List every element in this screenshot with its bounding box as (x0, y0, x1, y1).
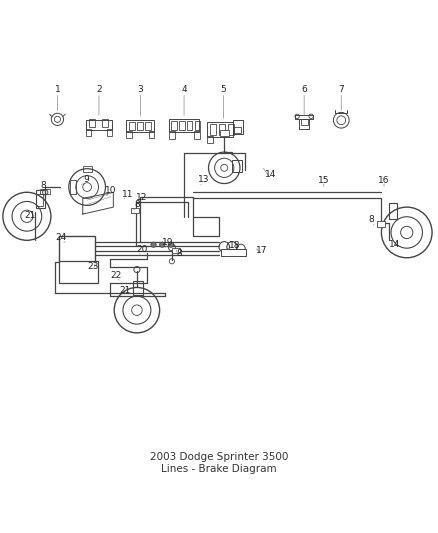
Text: 21: 21 (25, 211, 36, 220)
Bar (59, 261, 99, 282)
Text: 7: 7 (339, 85, 344, 94)
Bar (221, 248, 246, 256)
Text: 17: 17 (256, 246, 268, 255)
Bar (194, 131, 200, 139)
Bar (219, 124, 225, 135)
Bar (169, 131, 175, 139)
Text: 16: 16 (378, 176, 390, 185)
Text: 14: 14 (389, 240, 400, 249)
Text: 6: 6 (301, 85, 307, 94)
Bar (377, 221, 385, 227)
Text: 8: 8 (368, 215, 374, 224)
Bar (210, 124, 216, 135)
Text: 13: 13 (198, 175, 209, 184)
Text: 12: 12 (136, 192, 147, 201)
Bar (187, 120, 192, 130)
Text: 3: 3 (138, 85, 143, 94)
Text: 10: 10 (105, 187, 117, 196)
Bar (40, 189, 50, 193)
Text: 8: 8 (176, 249, 182, 258)
Text: 2: 2 (96, 85, 102, 94)
Bar (232, 160, 242, 172)
Bar (300, 119, 307, 125)
Bar (102, 119, 108, 127)
Text: 14: 14 (265, 171, 276, 179)
Text: 8: 8 (134, 199, 140, 208)
Bar (127, 131, 132, 138)
Bar (36, 193, 43, 206)
Text: 11: 11 (122, 190, 133, 199)
Bar (207, 136, 213, 143)
Text: 23: 23 (88, 262, 99, 271)
Bar (169, 119, 199, 132)
Bar (233, 120, 243, 134)
Circle shape (159, 242, 165, 247)
Text: 22: 22 (110, 271, 122, 280)
Bar (35, 190, 45, 208)
Text: 18: 18 (229, 241, 240, 250)
Bar (220, 130, 229, 135)
Bar (389, 203, 397, 220)
Bar (134, 281, 143, 295)
Bar (172, 248, 180, 253)
Bar (228, 124, 234, 135)
Bar (129, 122, 135, 130)
Bar (234, 127, 241, 133)
Bar (137, 122, 143, 130)
Text: 5: 5 (220, 85, 226, 94)
Text: 1: 1 (55, 85, 60, 94)
Bar (195, 120, 200, 130)
Text: 19: 19 (162, 238, 173, 247)
Text: 21: 21 (120, 286, 131, 295)
Bar (171, 120, 177, 130)
Text: 2003 Dodge Sprinter 3500
Lines - Brake Diagram: 2003 Dodge Sprinter 3500 Lines - Brake D… (150, 453, 288, 474)
Text: 15: 15 (318, 176, 329, 185)
Text: 24: 24 (55, 233, 67, 242)
Bar (149, 131, 154, 138)
Bar (86, 130, 91, 135)
Bar (299, 119, 309, 128)
Bar (59, 236, 95, 262)
Circle shape (151, 242, 156, 247)
Bar (89, 119, 95, 127)
Text: 9: 9 (83, 175, 89, 184)
Text: 4: 4 (181, 85, 187, 94)
Bar (131, 207, 139, 213)
Bar (86, 120, 112, 130)
Bar (127, 120, 154, 132)
Bar (83, 166, 92, 172)
Bar (145, 122, 151, 130)
Bar (107, 130, 112, 135)
Circle shape (168, 242, 173, 247)
Text: 20: 20 (137, 245, 148, 254)
Text: 8: 8 (41, 181, 46, 190)
Bar (207, 122, 233, 137)
Bar (179, 120, 184, 130)
Bar (70, 181, 76, 193)
